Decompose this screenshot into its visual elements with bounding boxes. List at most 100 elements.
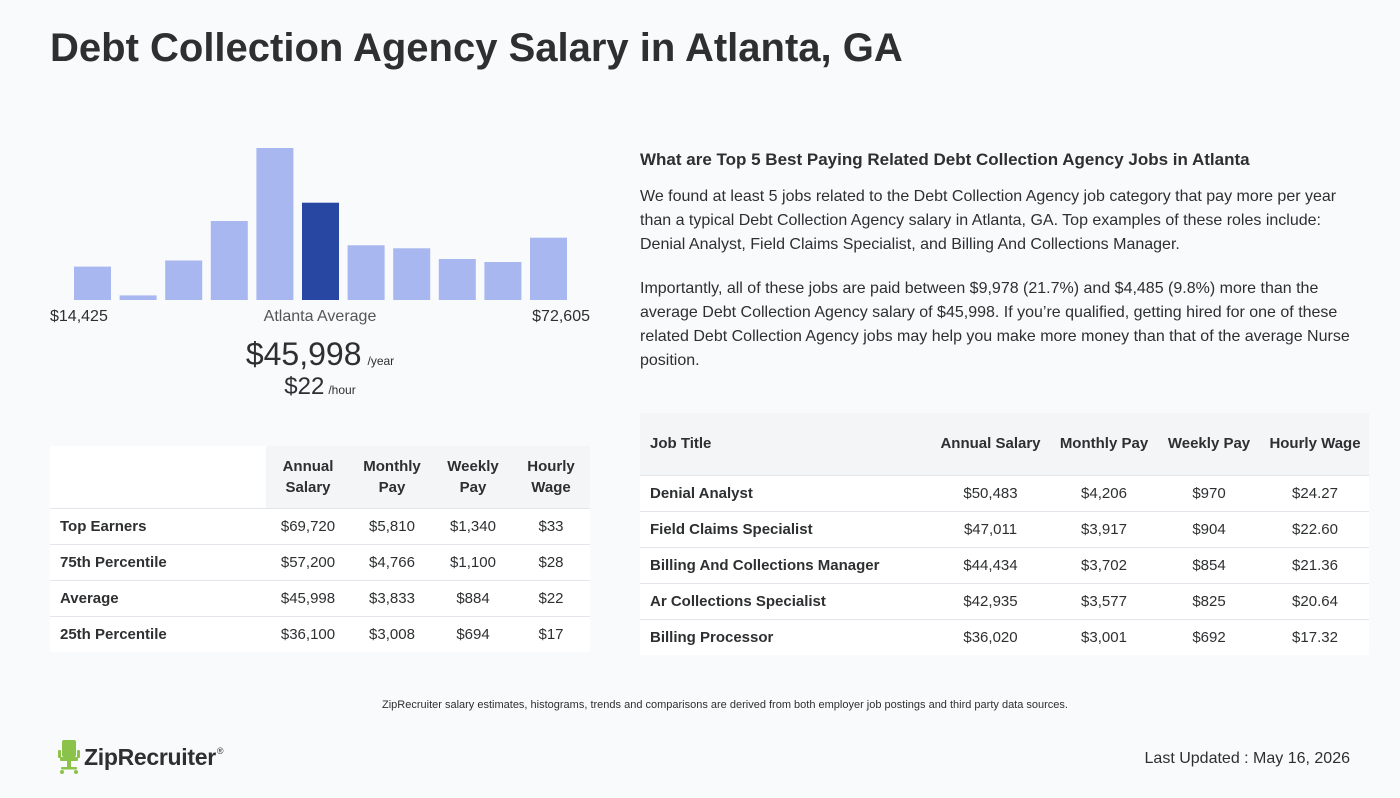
- monthly-cell: $4,766: [350, 543, 434, 580]
- histogram-bar: [165, 260, 203, 300]
- row-label: Top Earners: [50, 507, 266, 544]
- weekly-cell: $825: [1157, 582, 1261, 619]
- table-row: Billing And Collections Manager $44,434 …: [640, 546, 1369, 583]
- monthly-cell: $3,008: [350, 615, 434, 652]
- job-title-cell[interactable]: Field Claims Specialist: [640, 510, 930, 547]
- header-weekly-pay: Weekly Pay: [434, 446, 512, 508]
- job-title-cell[interactable]: Denial Analyst: [640, 474, 930, 511]
- hourly-cell: $33: [512, 507, 590, 544]
- registered-mark: ®: [216, 746, 224, 756]
- last-updated: Last Updated : May 16, 2026: [1144, 750, 1350, 767]
- average-hourly-unit: /hour: [328, 383, 356, 397]
- average-yearly-unit: /year: [367, 354, 395, 368]
- related-jobs-paragraph-2: Importantly, all of these jobs are paid …: [640, 280, 1350, 369]
- logo-wordmark: ZipRecruiter: [84, 743, 216, 770]
- average-hourly-salary: $22/hour: [50, 373, 590, 401]
- row-label: Average: [50, 579, 266, 616]
- annual-cell: $69,720: [266, 507, 350, 544]
- weekly-cell: $692: [1157, 618, 1261, 655]
- related-jobs-table: Job Title Annual Salary Monthly Pay Week…: [640, 413, 1369, 655]
- table-row: Billing Processor $36,020 $3,001 $692 $1…: [640, 618, 1369, 655]
- average-hourly-value: $22: [284, 373, 325, 400]
- table-row: 75th Percentile $57,200 $4,766 $1,100 $2…: [50, 543, 590, 580]
- percentile-table: Annual Salary Monthly Pay Weekly Pay Hou…: [50, 446, 590, 652]
- header-blank: [50, 446, 266, 508]
- histogram-max-label: $72,605: [532, 308, 590, 325]
- monthly-cell: $4,206: [1051, 474, 1157, 511]
- histogram-bar: [393, 248, 431, 300]
- header-hourly-wage: Hourly Wage: [1261, 413, 1369, 475]
- job-title-cell[interactable]: Billing And Collections Manager: [640, 546, 930, 583]
- salary-histogram: $14,425 Atlanta Average $72,605: [50, 140, 590, 330]
- annual-cell: $36,020: [930, 618, 1051, 655]
- monthly-cell: $3,001: [1051, 618, 1157, 655]
- hourly-cell: $17.32: [1261, 618, 1369, 655]
- histogram-bar: [438, 259, 476, 300]
- histogram-bar: [119, 295, 157, 300]
- row-label: 75th Percentile: [50, 543, 266, 580]
- table-row: Field Claims Specialist $47,011 $3,917 $…: [640, 510, 1369, 547]
- annual-cell: $36,100: [266, 615, 350, 652]
- header-annual-salary: Annual Salary: [266, 446, 350, 508]
- annual-cell: $47,011: [930, 510, 1051, 547]
- header-annual-salary: Annual Salary: [930, 413, 1051, 475]
- table-row: Top Earners $69,720 $5,810 $1,340 $33: [50, 507, 590, 544]
- histogram-chart: [74, 148, 567, 300]
- annual-cell: $50,483: [930, 474, 1051, 511]
- monthly-cell: $3,833: [350, 579, 434, 616]
- histogram-average-label: Atlanta Average: [263, 308, 377, 325]
- hourly-cell: $21.36: [1261, 546, 1369, 583]
- chair-icon: [58, 740, 80, 774]
- row-label: 25th Percentile: [50, 615, 266, 652]
- weekly-cell: $1,100: [434, 543, 512, 580]
- table-row: Denial Analyst $50,483 $4,206 $970 $24.2…: [640, 474, 1369, 511]
- weekly-cell: $970: [1157, 474, 1261, 511]
- hourly-cell: $17: [512, 615, 590, 652]
- related-jobs-heading: What are Top 5 Best Paying Related Debt …: [640, 150, 1250, 169]
- weekly-cell: $1,340: [434, 507, 512, 544]
- table-row: Ar Collections Specialist $42,935 $3,577…: [640, 582, 1369, 619]
- hourly-cell: $22.60: [1261, 510, 1369, 547]
- histogram-bar-average: [302, 202, 339, 300]
- table-row: Average $45,998 $3,833 $884 $22: [50, 579, 590, 616]
- header-job-title: Job Title: [640, 413, 930, 475]
- annual-cell: $45,998: [266, 579, 350, 616]
- page-title: Debt Collection Agency Salary in Atlanta…: [50, 26, 903, 70]
- weekly-cell: $904: [1157, 510, 1261, 547]
- weekly-cell: $694: [434, 615, 512, 652]
- hourly-cell: $22: [512, 579, 590, 616]
- histogram-bar: [347, 245, 385, 300]
- table-row: 25th Percentile $36,100 $3,008 $694 $17: [50, 615, 590, 652]
- monthly-cell: $3,577: [1051, 582, 1157, 619]
- hourly-cell: $24.27: [1261, 474, 1369, 511]
- average-yearly-salary: $45,998/year: [50, 336, 590, 373]
- histogram-bar: [530, 237, 567, 300]
- monthly-cell: $5,810: [350, 507, 434, 544]
- histogram-bar: [256, 148, 294, 300]
- monthly-cell: $3,702: [1051, 546, 1157, 583]
- related-jobs-paragraph-1: We found at least 5 jobs related to the …: [640, 188, 1337, 253]
- header-monthly-pay: Monthly Pay: [1051, 413, 1157, 475]
- histogram-min-label: $14,425: [50, 308, 108, 325]
- hourly-cell: $20.64: [1261, 582, 1369, 619]
- histogram-bar: [74, 266, 111, 300]
- header-monthly-pay: Monthly Pay: [350, 446, 434, 508]
- average-yearly-value: $45,998: [245, 336, 362, 372]
- header-hourly-wage: Hourly Wage: [512, 446, 590, 508]
- annual-cell: $44,434: [930, 546, 1051, 583]
- annual-cell: $57,200: [266, 543, 350, 580]
- weekly-cell: $854: [1157, 546, 1261, 583]
- data-source-disclaimer: ZipRecruiter salary estimates, histogram…: [382, 699, 1068, 711]
- job-title-cell[interactable]: Billing Processor: [640, 618, 930, 655]
- weekly-cell: $884: [434, 579, 512, 616]
- hourly-cell: $28: [512, 543, 590, 580]
- header-weekly-pay: Weekly Pay: [1157, 413, 1261, 475]
- histogram-bar: [484, 262, 522, 300]
- jobs-table-header: Job Title Annual Salary Monthly Pay Week…: [640, 413, 1369, 475]
- ziprecruiter-logo[interactable]: ZipRecruiter ®: [58, 740, 224, 774]
- job-title-cell[interactable]: Ar Collections Specialist: [640, 582, 930, 619]
- monthly-cell: $3,917: [1051, 510, 1157, 547]
- percentile-table-header: Annual Salary Monthly Pay Weekly Pay Hou…: [50, 446, 590, 508]
- histogram-bar: [210, 221, 248, 300]
- annual-cell: $42,935: [930, 582, 1051, 619]
